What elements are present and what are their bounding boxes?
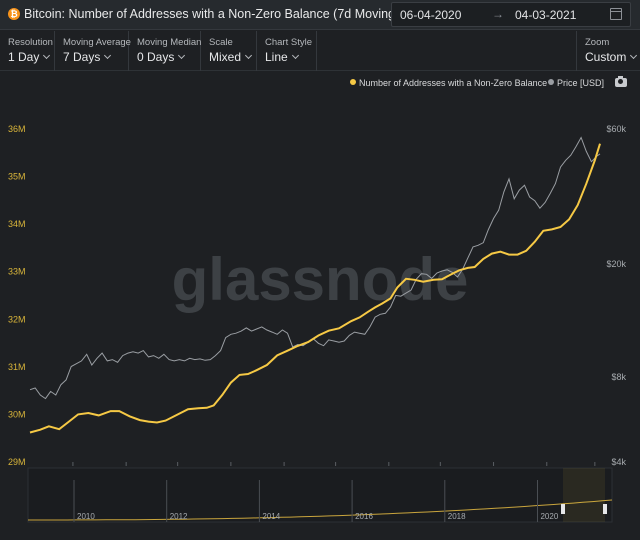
navigator-axis: 2010 2012 2014 2016 2018 2020 <box>73 480 559 522</box>
moving-median-value: 0 Days <box>137 50 175 64</box>
moving-median-select[interactable]: Moving Median 0 Days <box>129 31 201 71</box>
camera-icon[interactable] <box>615 76 627 87</box>
navigator-tick-label: 2020 <box>540 512 558 521</box>
y-left-tick-label: 29M <box>8 457 26 467</box>
y-right-tick-label: $20k <box>606 259 626 269</box>
navigator-tick-label: 2014 <box>262 512 280 521</box>
chevron-down-icon <box>291 51 299 60</box>
scale-select[interactable]: Scale Mixed <box>201 31 257 71</box>
chart-title: Bitcoin: Number of Addresses with a Non-… <box>24 7 449 21</box>
chevron-down-icon <box>43 51 51 60</box>
y-left-tick-label: 33M <box>8 267 26 277</box>
navigator-tick-label: 2018 <box>448 512 466 521</box>
moving-average-value: 7 Days <box>63 50 101 64</box>
chart-area: glassnode Number of Addresses with a Non… <box>0 72 640 540</box>
chart-style-value: Line <box>265 50 288 64</box>
navigator-tick-label: 2012 <box>170 512 188 521</box>
arrow-right-icon: → <box>492 7 504 21</box>
navigator-handle-right[interactable] <box>603 504 607 514</box>
date-start-input[interactable]: 06-04-2020 <box>400 8 462 22</box>
y-left-tick-label: 31M <box>8 362 26 372</box>
zoom-select[interactable]: Zoom Custom <box>576 31 640 71</box>
chart-header: ₿ Bitcoin: Number of Addresses with a No… <box>0 0 640 30</box>
y-left-tick-label: 36M <box>8 124 26 134</box>
y-left-tick-label: 32M <box>8 314 26 324</box>
calendar-icon[interactable] <box>610 8 622 20</box>
y-left-tick-label: 34M <box>8 219 26 229</box>
chevron-down-icon <box>244 51 253 60</box>
resolution-select[interactable]: Resolution 1 Day <box>0 31 55 71</box>
navigator-line <box>28 499 613 521</box>
navigator-selection[interactable] <box>563 468 605 522</box>
navigator-handle-left[interactable] <box>561 504 565 514</box>
y-left-tick-label: 35M <box>8 172 26 182</box>
y-right-tick-label: $8k <box>611 372 626 382</box>
legend-dot-price <box>548 79 554 85</box>
legend: Number of Addresses with a Non-Zero Bala… <box>350 78 604 88</box>
chevron-down-icon <box>104 51 112 60</box>
series-line-addresses <box>29 143 601 434</box>
moving-average-label: Moving Average <box>63 37 131 48</box>
y-left-tick-label: 30M <box>8 409 26 419</box>
chart-style-select[interactable]: Chart Style Line <box>257 31 317 71</box>
resolution-value: 1 Day <box>8 50 40 64</box>
moving-median-label: Moving Median <box>137 37 202 48</box>
navigator-tick-label: 2010 <box>77 512 95 521</box>
zoom-label: Zoom <box>585 37 610 48</box>
navigator-tick-label: 2016 <box>355 512 373 521</box>
moving-average-select[interactable]: Moving Average 7 Days <box>55 31 131 71</box>
navigator-frame <box>27 467 613 523</box>
watermark: glassnode <box>172 246 469 313</box>
chevron-down-icon <box>630 51 638 60</box>
chart-style-label: Chart Style <box>265 37 312 48</box>
bitcoin-icon: ₿ <box>8 8 20 20</box>
scale-value: Mixed <box>209 50 242 64</box>
chart-controls: Resolution 1 Day Moving Average 7 Days M… <box>0 31 640 71</box>
y-right-tick-label: $4k <box>611 457 626 467</box>
legend-label-addresses[interactable]: Number of Addresses with a Non-Zero Bala… <box>359 78 547 88</box>
scale-label: Scale <box>209 37 233 48</box>
legend-label-price[interactable]: Price [USD] <box>557 78 604 88</box>
series-line-price <box>29 136 601 400</box>
resolution-label: Resolution <box>8 37 53 48</box>
date-range-picker[interactable]: 06-04-2020 → 04-03-2021 <box>391 2 631 27</box>
legend-dot-addresses <box>350 79 356 85</box>
y-axis-left: 29M 30M 31M 32M 33M 34M 35M 36M <box>8 124 26 467</box>
chart-svg[interactable]: glassnode Number of Addresses with a Non… <box>0 72 640 540</box>
zoom-value: Custom <box>585 50 627 64</box>
navigator[interactable]: 2010 2012 2014 2016 2018 2020 <box>27 467 613 523</box>
y-axis-right: $4k $8k $20k $60k <box>606 124 626 467</box>
y-right-tick-label: $60k <box>606 124 626 134</box>
chevron-down-icon <box>178 51 186 60</box>
date-end-input[interactable]: 04-03-2021 <box>515 8 577 22</box>
